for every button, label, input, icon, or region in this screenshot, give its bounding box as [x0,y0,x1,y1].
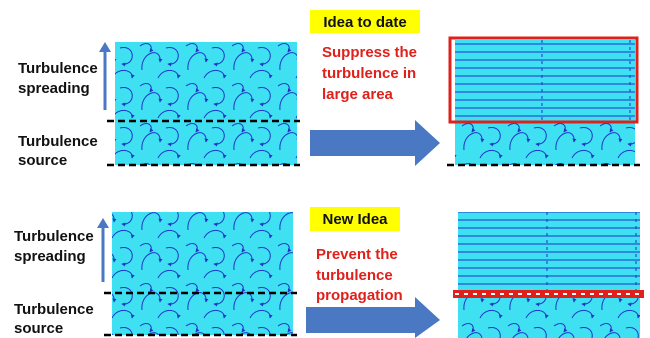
transition-arrow [310,120,440,166]
diagram: Turbulence spreading Turbulence source I… [0,0,650,338]
message: Prevent the [316,246,398,263]
top-panel: Turbulence spreading Turbulence source I… [18,10,640,169]
source-label: source [18,152,67,169]
turbulence-box [115,42,297,165]
spreading-label: Turbulence [14,228,94,245]
spread-arrow-head [99,42,111,52]
bottom-panel: Turbulence spreading Turbulence source N… [14,207,644,338]
laminar-box [458,212,640,294]
spreading-label: spreading [14,248,86,265]
turbulence-box [112,212,293,335]
source-label: Turbulence [14,301,94,318]
laminar-box [455,40,635,121]
tag: New Idea [322,211,388,228]
turbulence-box [458,294,640,338]
message: propagation [316,287,403,304]
tag: Idea to date [323,14,406,31]
turbulence-box [455,121,635,165]
spreading-label: Turbulence [18,60,98,77]
message: turbulence in [322,65,416,82]
message: Suppress the [322,44,417,61]
spreading-label: spreading [18,80,90,97]
source-label: source [14,320,63,337]
message: large area [322,86,394,103]
spread-arrow-head [97,218,109,228]
message: turbulence [316,267,393,284]
source-label: Turbulence [18,133,98,150]
